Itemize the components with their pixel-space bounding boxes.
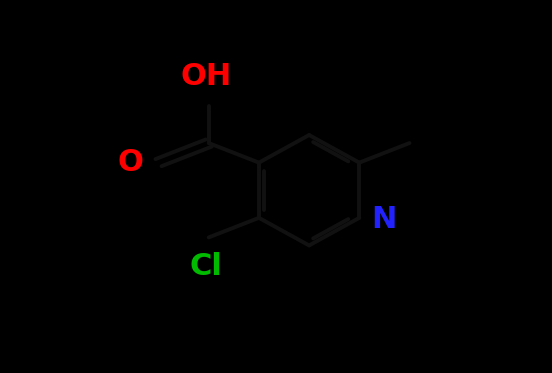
- Text: Cl: Cl: [189, 252, 222, 281]
- Text: N: N: [371, 205, 397, 234]
- Text: OH: OH: [181, 62, 232, 91]
- Text: O: O: [117, 148, 143, 177]
